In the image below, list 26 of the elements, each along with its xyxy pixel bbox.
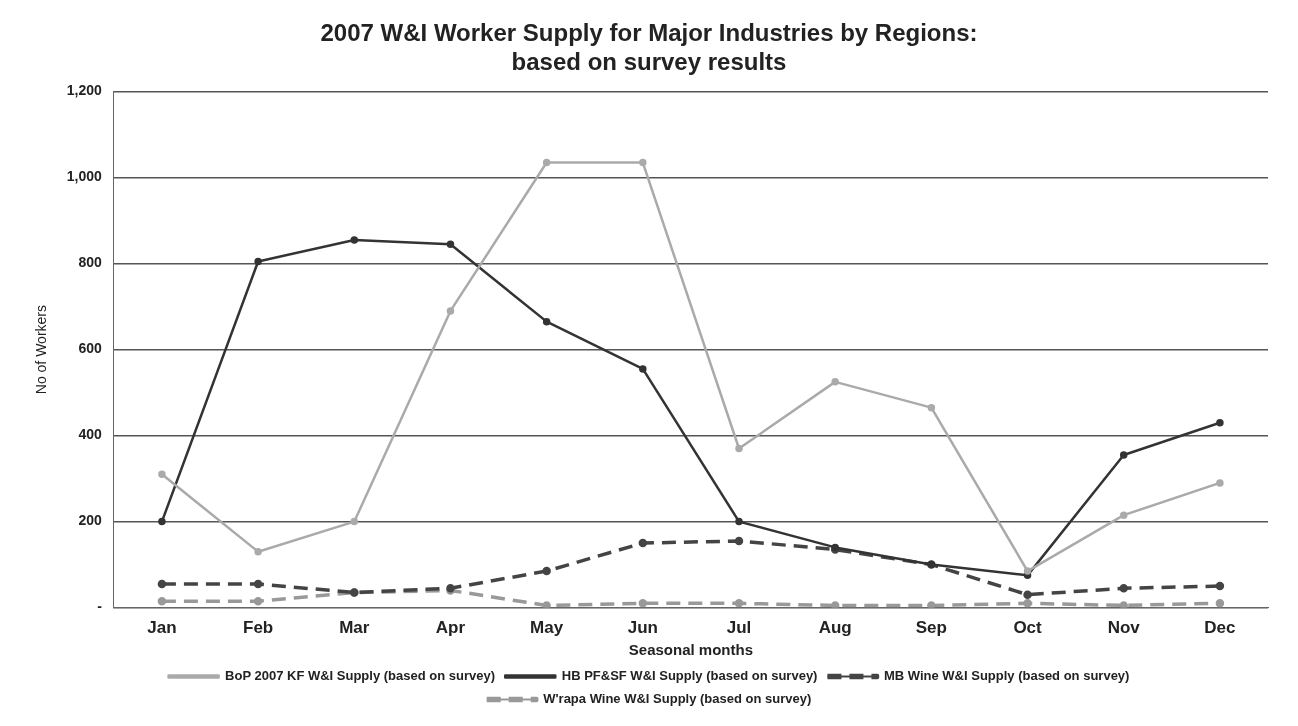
x-tick-label: Feb — [242, 618, 274, 638]
y-tick-label: 800 — [78, 254, 103, 271]
y-tick-label: 600 — [78, 340, 103, 357]
legend-label: W'rapa Wine W&I Supply (based on survey) — [543, 691, 812, 707]
y-axis-title: No of Workers — [33, 304, 50, 395]
x-tick-label: Apr — [435, 618, 466, 638]
x-tick-label: Sep — [915, 618, 947, 638]
x-tick-label: Dec — [1204, 618, 1236, 638]
y-tick-label: - — [97, 598, 103, 615]
legend-label: MB Wine W&I Supply (based on survey) — [883, 668, 1130, 684]
y-tick-label: 200 — [78, 512, 103, 529]
chart-title: 2007 W&I Worker Supply for Major Industries by Regions: based on survey results — [320, 19, 978, 75]
legend-label: HB PF&SF W&I Supply (based on survey) — [561, 668, 818, 684]
y-tick-label: 1,000 — [66, 168, 103, 185]
x-tick-label: Aug — [818, 618, 852, 638]
x-tick-label: Jan — [147, 618, 177, 638]
x-tick-label: Jul — [726, 618, 752, 638]
x-tick-label: Oct — [1013, 618, 1043, 638]
y-tick-label: 400 — [78, 426, 103, 443]
x-tick-label: Jun — [627, 618, 658, 638]
x-tick-label: Nov — [1107, 618, 1141, 638]
x-axis-title: Seasonal months — [628, 641, 754, 659]
x-tick-label: May — [530, 618, 564, 638]
legend-label: BoP 2007 KF W&I Supply (based on survey) — [225, 668, 496, 684]
y-tick-label: 1,200 — [66, 82, 103, 99]
x-tick-label: Mar — [339, 618, 370, 638]
